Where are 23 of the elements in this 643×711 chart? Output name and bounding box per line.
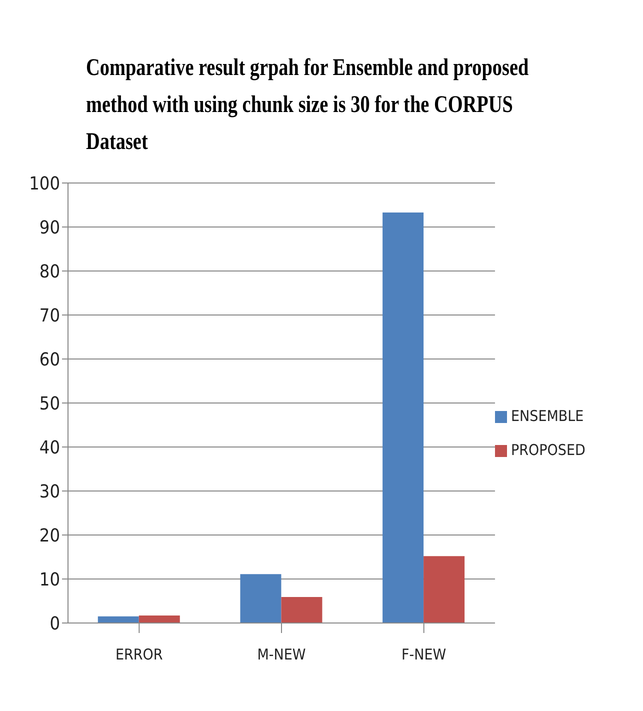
chart-title: Comparative result grpah for Ensemble and proposed method with using chunk size is 30 for the CORPUS Dataset [86,54,530,157]
y-tick-label: 30 [39,481,60,502]
y-tick-label: 100 [29,173,60,194]
x-tick-label: M-NEW [257,646,306,664]
bar [98,616,139,623]
legend-label: PROPOSED [511,441,586,459]
bar [424,556,465,623]
x-tick-label: F-NEW [402,646,446,664]
y-tick-label: 40 [39,437,60,458]
y-tick-label: 0 [50,613,60,634]
y-tick-label: 90 [39,217,60,238]
bar [382,212,424,623]
y-tick-label: 20 [39,525,60,546]
y-tick-label: 80 [39,261,60,282]
y-tick-label: 50 [39,393,60,414]
y-tick-label: 60 [39,349,60,370]
bar [281,597,322,623]
y-tick-label: 10 [39,569,60,590]
legend-label: ENSEMBLE [511,407,584,425]
bar [240,574,282,623]
y-tick-label: 70 [39,305,60,326]
bar [138,616,180,623]
x-tick-label: ERROR [116,646,163,664]
